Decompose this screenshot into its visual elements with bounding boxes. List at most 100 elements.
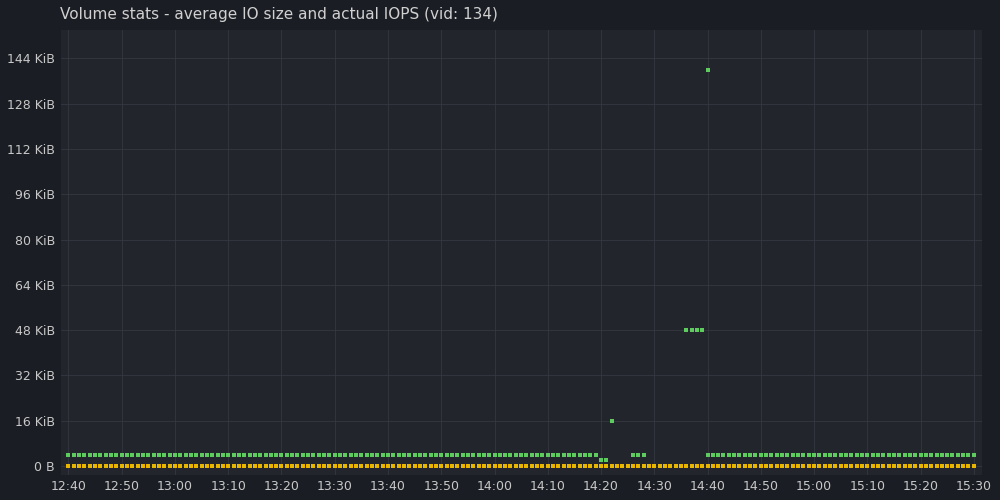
Point (311, 462, 327, 470)
Point (785, 462, 801, 470)
Point (524, 462, 540, 470)
Point (423, 462, 439, 470)
Point (689, 462, 705, 470)
Point (849, 462, 865, 470)
Point (929, 450, 945, 458)
Point (715, 450, 731, 458)
Point (566, 462, 582, 470)
Point (572, 450, 588, 458)
Point (210, 450, 226, 458)
Point (939, 462, 955, 470)
Point (151, 462, 167, 470)
Point (439, 462, 455, 470)
Point (779, 462, 795, 470)
Point (955, 450, 971, 458)
Point (497, 450, 513, 458)
Point (263, 450, 279, 458)
Point (700, 450, 716, 458)
Point (172, 462, 188, 470)
Point (779, 450, 795, 458)
Point (226, 462, 242, 470)
Point (114, 462, 130, 470)
Point (827, 450, 843, 458)
Point (524, 450, 540, 458)
Point (300, 450, 316, 458)
Point (854, 462, 870, 470)
Point (843, 450, 859, 458)
Point (375, 462, 391, 470)
Point (82, 450, 98, 458)
Point (790, 450, 806, 458)
Point (561, 462, 577, 470)
Point (939, 450, 955, 458)
Point (215, 450, 231, 458)
Point (103, 462, 119, 470)
Point (455, 450, 471, 458)
Point (268, 462, 284, 470)
Point (518, 450, 534, 458)
Point (316, 450, 332, 458)
Point (694, 462, 710, 470)
Point (934, 450, 950, 458)
Point (359, 462, 375, 470)
Point (226, 450, 242, 458)
Point (162, 462, 178, 470)
Point (401, 462, 417, 470)
Point (204, 450, 220, 458)
Point (268, 450, 284, 458)
Point (188, 462, 204, 470)
Point (550, 462, 566, 470)
Point (497, 462, 513, 470)
Point (859, 450, 875, 458)
Point (614, 462, 630, 470)
Point (87, 450, 103, 458)
Point (838, 450, 854, 458)
Point (327, 462, 343, 470)
Point (178, 450, 194, 458)
Point (684, 326, 700, 334)
Point (396, 462, 412, 470)
Point (460, 450, 476, 458)
Point (960, 450, 976, 458)
Point (577, 450, 593, 458)
Point (401, 450, 417, 458)
Point (407, 450, 423, 458)
Point (140, 462, 156, 470)
Point (444, 450, 460, 458)
Point (98, 450, 114, 458)
Point (678, 462, 694, 470)
Point (130, 462, 146, 470)
Point (258, 450, 274, 458)
Point (215, 462, 231, 470)
Point (337, 462, 353, 470)
Point (694, 326, 710, 334)
Point (471, 450, 487, 458)
Point (742, 462, 758, 470)
Point (822, 462, 838, 470)
Point (742, 450, 758, 458)
Point (763, 462, 779, 470)
Point (423, 450, 439, 458)
Point (321, 450, 337, 458)
Point (124, 462, 140, 470)
Point (646, 462, 662, 470)
Point (870, 462, 886, 470)
Point (907, 450, 923, 458)
Point (108, 450, 124, 458)
Point (508, 462, 524, 470)
Point (753, 450, 769, 458)
Point (305, 462, 321, 470)
Point (279, 462, 295, 470)
Point (130, 450, 146, 458)
Point (487, 462, 503, 470)
Point (838, 462, 854, 470)
Point (662, 462, 678, 470)
Point (178, 462, 194, 470)
Point (428, 450, 444, 458)
Point (918, 462, 934, 470)
Point (449, 450, 465, 458)
Point (295, 450, 311, 458)
Point (343, 462, 359, 470)
Point (82, 462, 98, 470)
Point (76, 462, 92, 470)
